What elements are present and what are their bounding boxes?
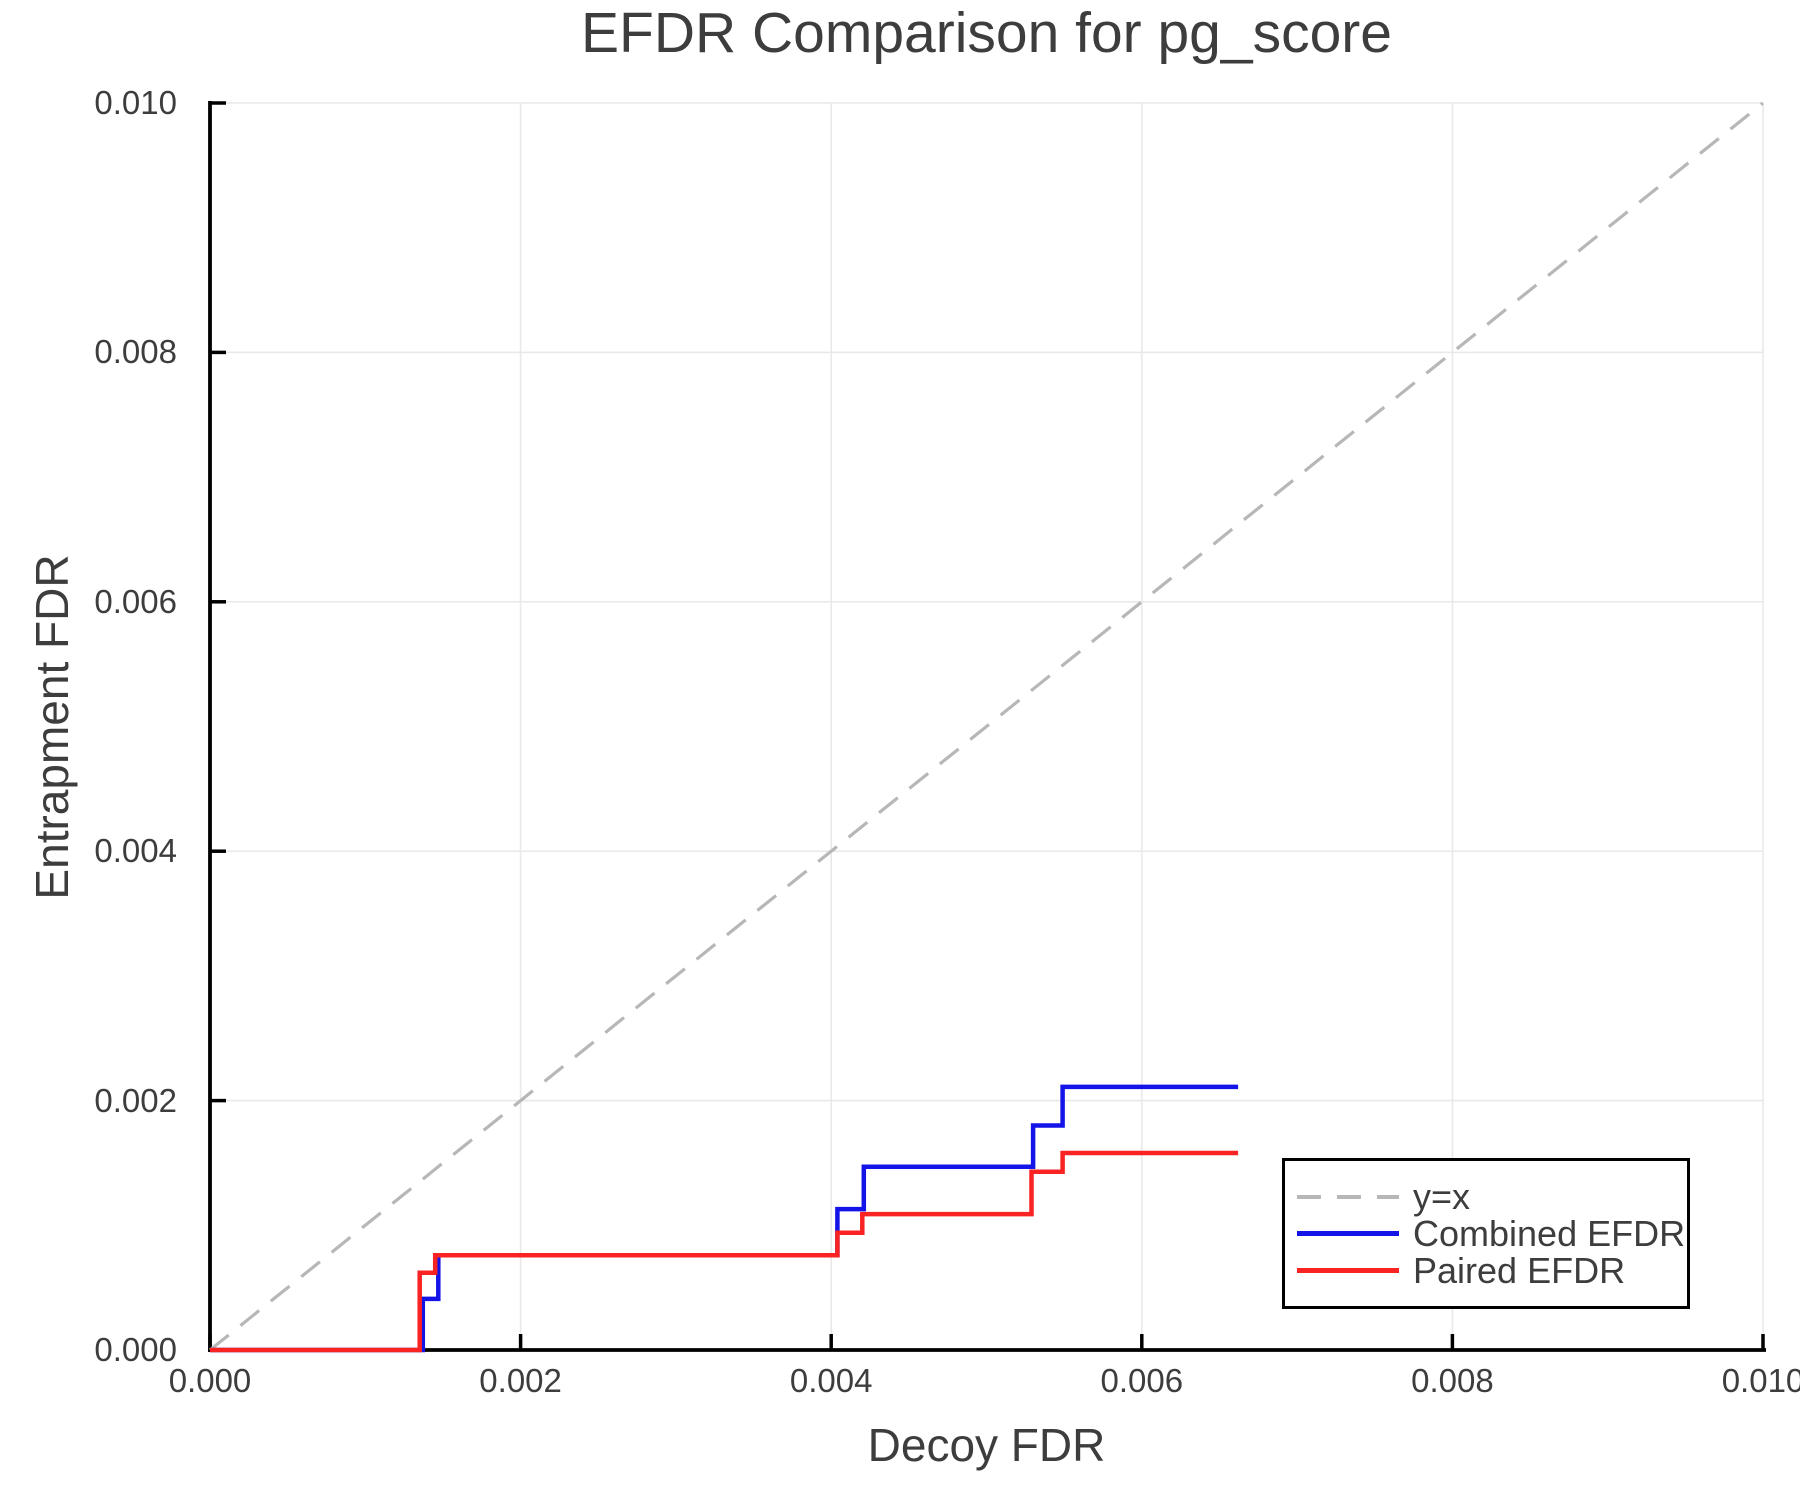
x-tick-label: 0.000 [168, 1362, 252, 1399]
x-tick-label: 0.008 [1411, 1362, 1494, 1399]
y-tick-label: 0.008 [94, 333, 177, 371]
x-tick-label: 0.004 [789, 1362, 873, 1399]
reference-line-y-equals-x [208, 101, 1765, 1352]
series-line-paired-efdr [210, 1150, 1239, 1353]
x-tick-label: 0.006 [1100, 1362, 1184, 1399]
dashed-line-sample [1297, 1194, 1399, 1199]
chart-title: EFDR Comparison for pg_score [581, 1, 1392, 65]
series-line-combined-efdr [210, 1084, 1239, 1353]
y-tick-label: 0.000 [94, 1331, 177, 1368]
y-tick-label: 0.004 [94, 832, 177, 870]
y-tick-label: 0.002 [94, 1081, 177, 1119]
legend-label-paired-efdr: Paired EFDR [1413, 1250, 1626, 1291]
x-tick-label: 0.010 [1721, 1362, 1800, 1399]
red-line-sample [1297, 1268, 1399, 1273]
legend: y=x Combined EFDR Paired EFDR [1282, 1158, 1690, 1309]
y-tick-label: 0.006 [94, 582, 177, 620]
blue-line-sample [1297, 1231, 1399, 1236]
x-axis-label: Decoy FDR [867, 1419, 1106, 1471]
legend-label-y-equals-x: y=x [1413, 1176, 1471, 1217]
legend-item-combined-efdr: Combined EFDR [1297, 1215, 1687, 1252]
legend-label-combined-efdr: Combined EFDR [1413, 1213, 1686, 1254]
x-tick-label: 0.002 [479, 1362, 562, 1399]
legend-item-paired-efdr: Paired EFDR [1297, 1252, 1687, 1289]
y-tick-label: 0.010 [94, 84, 177, 121]
legend-item-y-equals-x: y=x [1297, 1178, 1687, 1215]
